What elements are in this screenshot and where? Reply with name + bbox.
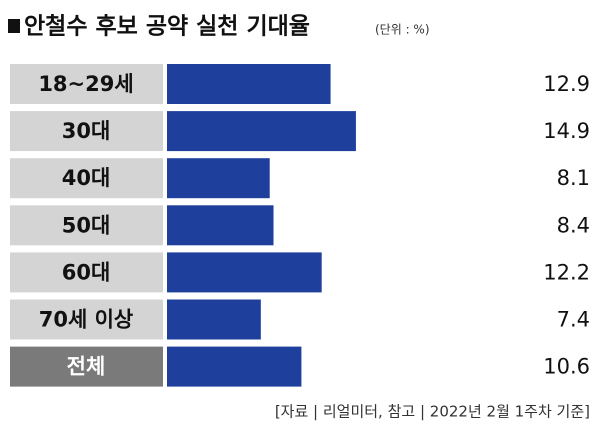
- category-label: 60대: [62, 260, 111, 284]
- label-box: [10, 158, 163, 199]
- label-box: [10, 299, 163, 340]
- title-marker: [8, 19, 20, 33]
- value-label: 12.9: [543, 72, 590, 96]
- value-label: 12.2: [543, 260, 590, 284]
- category-label: 40대: [62, 166, 111, 190]
- label-box: [10, 64, 163, 104]
- value-label: 7.4: [557, 308, 590, 332]
- bar: [167, 111, 356, 152]
- label-box: [10, 346, 163, 387]
- category-label: 70세 이상: [39, 308, 134, 332]
- label-box: [10, 252, 163, 293]
- value-label: 10.6: [543, 355, 590, 379]
- bar: [167, 346, 302, 387]
- bar: [167, 299, 261, 340]
- category-label: 30대: [62, 119, 111, 143]
- label-box: [10, 111, 163, 152]
- value-label: 8.4: [557, 213, 590, 237]
- bar: [167, 158, 270, 199]
- bar: [167, 252, 322, 293]
- source-note: [자료 | 리얼미터, 참고 | 2022년 2월 1주차 기준]: [275, 403, 590, 421]
- value-label: 14.9: [543, 119, 590, 143]
- category-label: 50대: [62, 213, 111, 237]
- category-label: 18~29세: [38, 72, 133, 96]
- bar: [167, 205, 274, 246]
- chart-title: 안철수 후보 공약 실천 기대율: [24, 14, 310, 40]
- label-box: [10, 205, 163, 246]
- unit-label: (단위 : %): [375, 23, 430, 37]
- value-label: 8.1: [557, 166, 590, 190]
- category-label: 전체: [67, 355, 106, 379]
- bar: [167, 64, 331, 104]
